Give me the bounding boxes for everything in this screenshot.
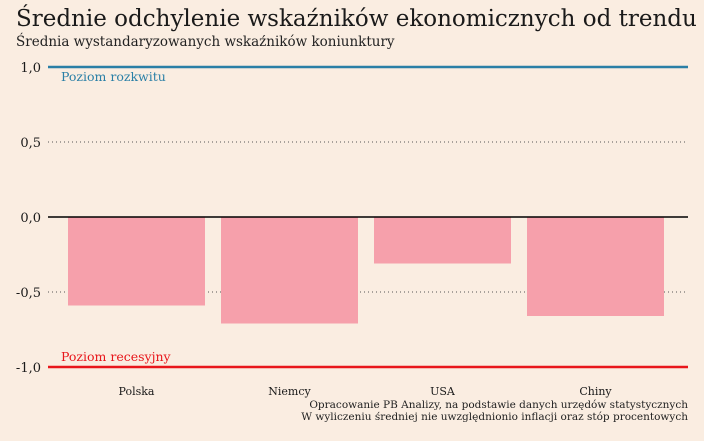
y-tick-label: -1,0 (16, 361, 41, 376)
x-tick-label: Niemcy (268, 385, 311, 398)
x-tick-label: USA (430, 385, 456, 398)
chart-subtitle: Średnia wystandaryzowanych wskaźników ko… (16, 34, 395, 50)
source-line-1: Opracowanie PB Analizy, na podstawie dan… (309, 399, 688, 411)
bar-usa (374, 217, 511, 264)
chart-title: Średnie odchylenie wskaźników ekonomiczn… (16, 6, 697, 32)
boom-level-label: Poziom rozkwitu (61, 69, 166, 84)
y-tick-label: 0,5 (20, 136, 41, 151)
bar-niemcy (221, 217, 358, 324)
bar-chiny (527, 217, 664, 316)
bar-polska (68, 217, 205, 306)
source-note: Opracowanie PB Analizy, na podstawie dan… (301, 399, 688, 423)
y-tick-label: -0,5 (16, 286, 41, 301)
source-line-2: W wyliczeniu średniej nie uwzględnionio … (301, 411, 688, 423)
x-tick-label: Polska (119, 385, 155, 398)
y-tick-label: 1,0 (20, 61, 41, 76)
x-tick-label: Chiny (579, 385, 612, 398)
recession-level-label: Poziom recesyjny (61, 349, 172, 364)
y-tick-label: 0,0 (20, 211, 41, 226)
